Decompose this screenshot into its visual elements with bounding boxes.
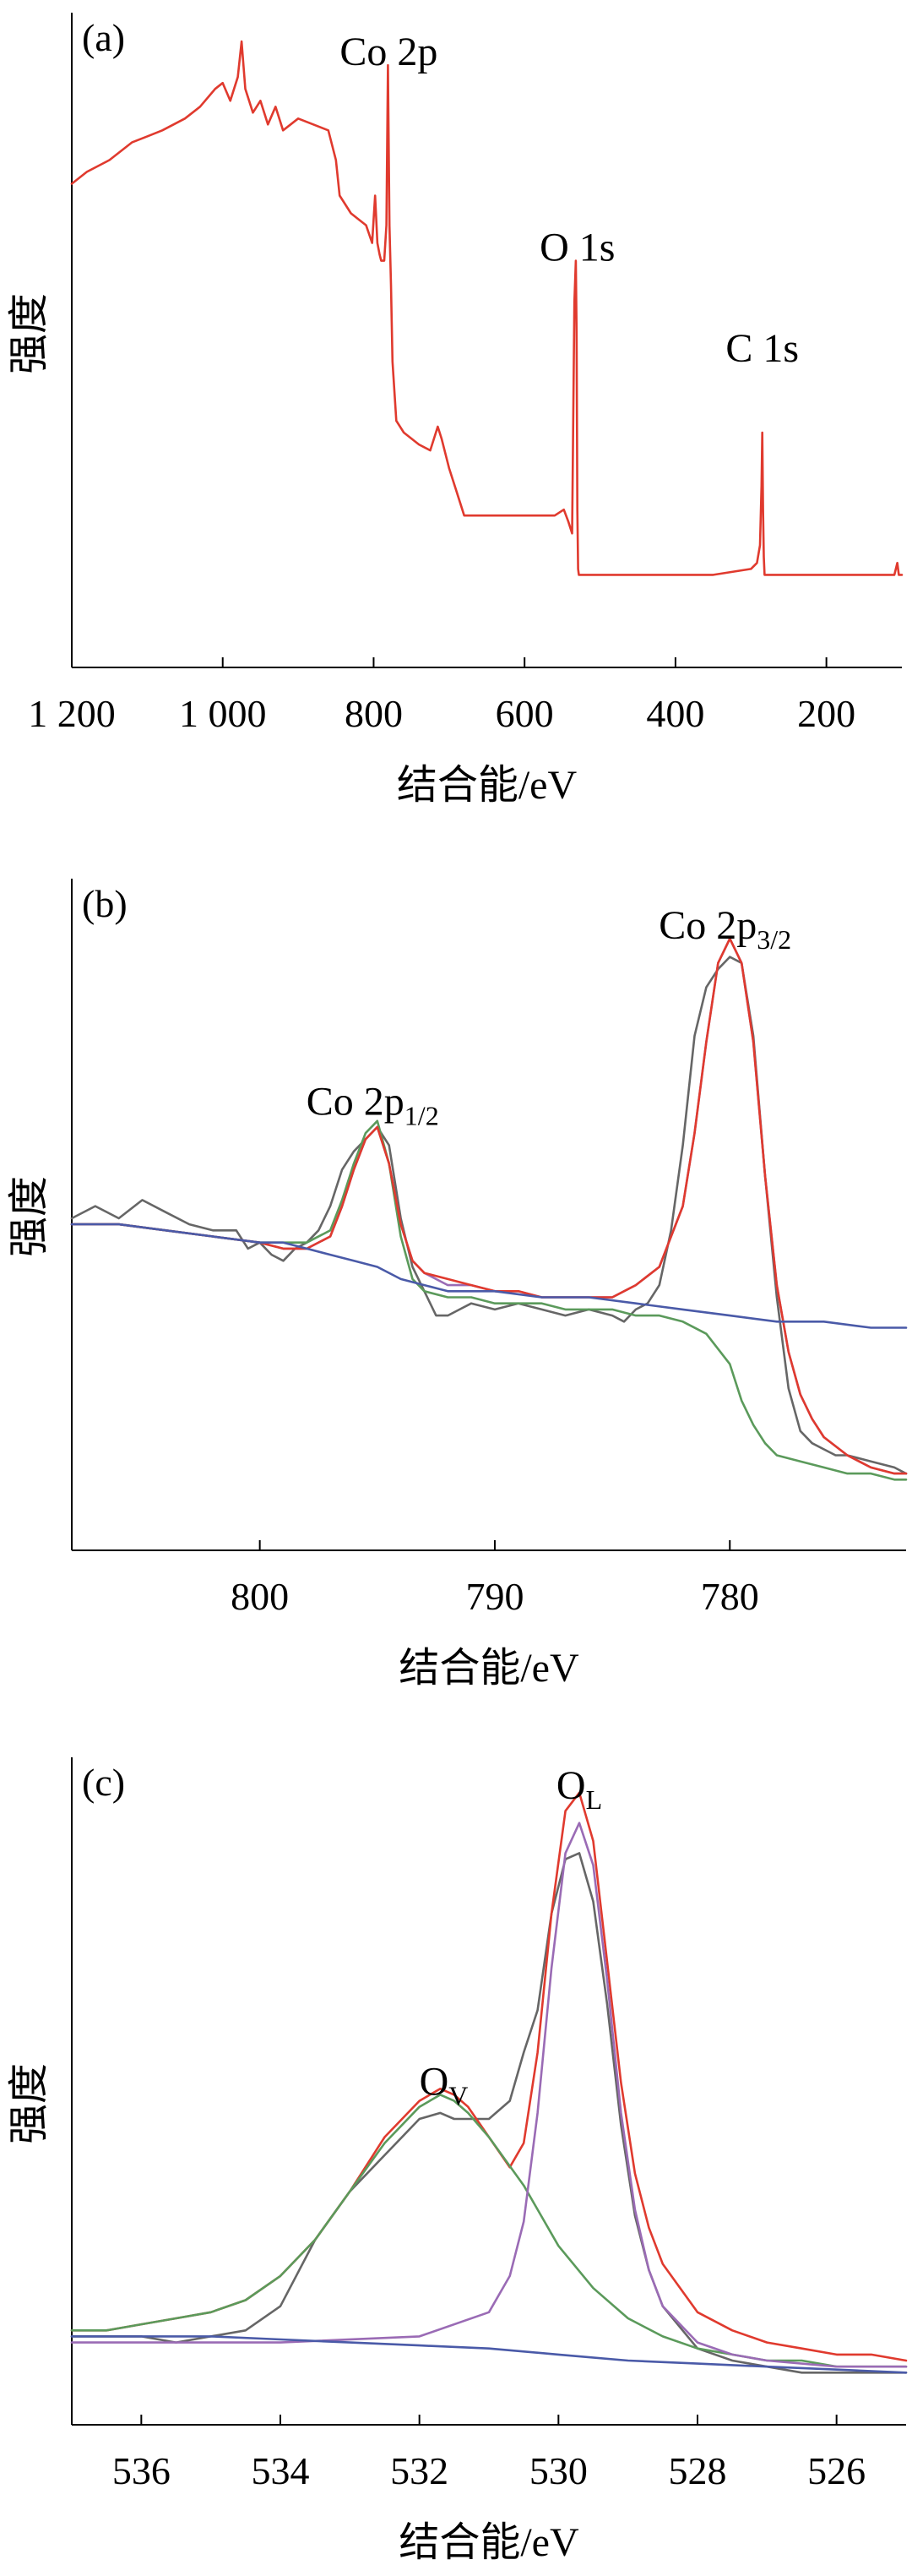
panel-c-annotation: OL — [556, 1763, 602, 1815]
panel-c-x-tick-label: 532 — [390, 2449, 448, 2492]
panel-c-series-line-2 — [70, 2094, 908, 2368]
panel-c-series-line-0 — [70, 1852, 908, 2374]
panel-c-x-tick-label: 536 — [112, 2449, 171, 2492]
panel-a-x-tick-label: 200 — [797, 692, 855, 735]
panel-c-x-tick-label: 526 — [807, 2449, 866, 2492]
panel-c-series-line-3 — [70, 1822, 908, 2368]
panel-b-panel-label: (b) — [82, 882, 128, 925]
panel-a-x-tick-label: 400 — [646, 692, 704, 735]
panel-c-x-tick-label: 528 — [669, 2449, 727, 2492]
panel-c-y-axis-label: 强度 — [7, 2063, 52, 2144]
panel-b-x-tick-label: 790 — [465, 1575, 524, 1618]
panel-a-x-tick-label: 600 — [496, 692, 554, 735]
panel-b-annotation: Co 2p3/2 — [659, 903, 791, 955]
panel-c-series-line-4 — [70, 2335, 908, 2374]
panel-c-annotation: OV — [420, 2059, 469, 2110]
panel-a-annotation: C 1s — [725, 326, 799, 371]
panel-c-x-tick-label: 530 — [529, 2449, 588, 2492]
panel-c-x-tick-label: 534 — [252, 2449, 310, 2492]
panel-c-x-axis-label: 结合能/eV — [399, 2520, 579, 2565]
panel-a-x-axis-label: 结合能/eV — [397, 763, 578, 808]
panel-a-x-tick-label: 1 000 — [179, 692, 267, 735]
panel-b-x-axis-label: 结合能/eV — [399, 1646, 579, 1691]
panel-a-x-tick-label: 800 — [345, 692, 403, 735]
panel-b-series-line-1 — [70, 937, 908, 1475]
panel-c-panel-label: (c) — [82, 1761, 125, 1804]
panel-a-annotation: O 1s — [540, 226, 615, 270]
panel-a-y-axis-label: 强度 — [7, 293, 52, 374]
panel-b-series-line-2 — [70, 1119, 908, 1481]
panel-a-series-line-0 — [70, 40, 904, 576]
panel-b-y-axis-label: 强度 — [7, 1176, 52, 1257]
panel-b-series-line-0 — [70, 956, 908, 1475]
panel-b-series-line-3 — [70, 937, 908, 1475]
panel-a-annotation: Co 2p — [339, 30, 437, 74]
panel-a-panel-label: (a) — [82, 16, 125, 59]
panel-b-annotation: Co 2p1/2 — [307, 1080, 439, 1131]
panel-b-x-tick-label: 800 — [231, 1575, 289, 1618]
panel-b-x-tick-label: 780 — [701, 1575, 759, 1618]
panel-c-series-line-1 — [70, 1791, 908, 2362]
panel-b-series-line-4 — [70, 1223, 908, 1329]
panel-a-x-tick-label: 1 200 — [28, 692, 116, 735]
